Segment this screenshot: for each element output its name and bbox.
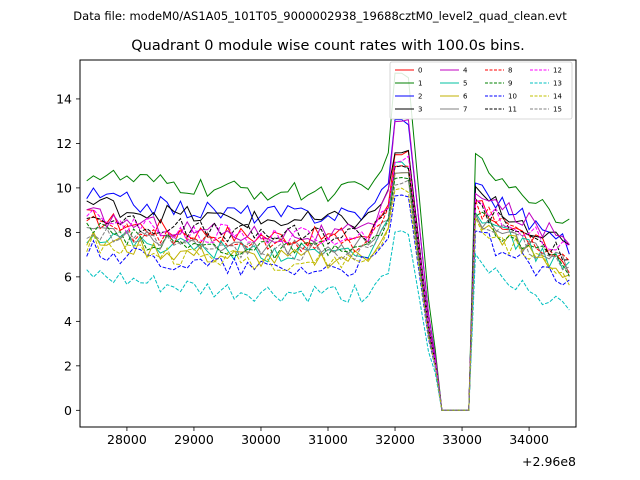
- x-tick-label: 28000: [107, 432, 147, 447]
- y-tick-label: 8: [64, 225, 72, 240]
- series-line-1: [86, 72, 570, 411]
- series-line-10: [86, 194, 570, 411]
- legend-label-10: 10: [508, 93, 517, 101]
- legend-label-14: 14: [553, 93, 562, 101]
- x-tick-label: 31000: [308, 432, 348, 447]
- legend-label-12: 12: [553, 67, 562, 75]
- legend-label-2: 2: [418, 93, 422, 101]
- x-tick-label: 32000: [375, 432, 415, 447]
- legend-label-9: 9: [508, 80, 512, 88]
- series-line-15: [86, 179, 570, 411]
- legend-label-8: 8: [508, 67, 512, 75]
- series-line-12: [86, 155, 570, 411]
- series-line-14: [86, 187, 570, 411]
- series-line-13: [86, 230, 570, 411]
- legend-box: [389, 61, 573, 120]
- legend-label-4: 4: [463, 67, 468, 75]
- legend-label-6: 6: [463, 93, 468, 101]
- series-line-11: [86, 165, 570, 411]
- legend-label-5: 5: [463, 80, 467, 88]
- x-tick-label: 34000: [509, 432, 549, 447]
- y-tick-label: 10: [56, 180, 72, 195]
- series-line-7: [86, 172, 570, 411]
- y-tick-label: 4: [64, 314, 72, 329]
- y-tick-label: 0: [64, 403, 72, 418]
- legend-label-1: 1: [418, 80, 422, 88]
- chart-title: Quadrant 0 module wise count rates with …: [131, 38, 525, 54]
- legend-label-3: 3: [418, 106, 422, 114]
- y-tick-label: 6: [64, 269, 72, 284]
- x-tick-label: 30000: [241, 432, 281, 447]
- series-line-8: [86, 165, 570, 411]
- plot-area: 28000 29000 30000 31000 32000 33000 34000 0 2 4 6 8…: [56, 59, 577, 447]
- x-tick-label: 33000: [442, 432, 482, 447]
- series-line-0: [86, 149, 570, 411]
- series-line-9: [86, 176, 570, 411]
- legend-label-7: 7: [463, 106, 467, 114]
- legend-label-11: 11: [508, 106, 517, 114]
- legend-label-0: 0: [418, 67, 422, 75]
- chart-suptitle: Data file: modeM0/AS1A05_101T05_90000029…: [73, 9, 567, 23]
- y-tick-label: 14: [56, 91, 72, 106]
- legend-label-15: 15: [553, 106, 562, 114]
- series-line-2: [86, 119, 570, 411]
- y-tick-label: 2: [64, 358, 72, 373]
- legend-label-13: 13: [553, 80, 562, 88]
- y-tick-label: 12: [56, 136, 72, 151]
- x-tick-label: 29000: [174, 432, 214, 447]
- x-offset-text: +2.96e8: [522, 454, 576, 469]
- series-line-3: [86, 149, 570, 411]
- series-line-6: [86, 171, 570, 411]
